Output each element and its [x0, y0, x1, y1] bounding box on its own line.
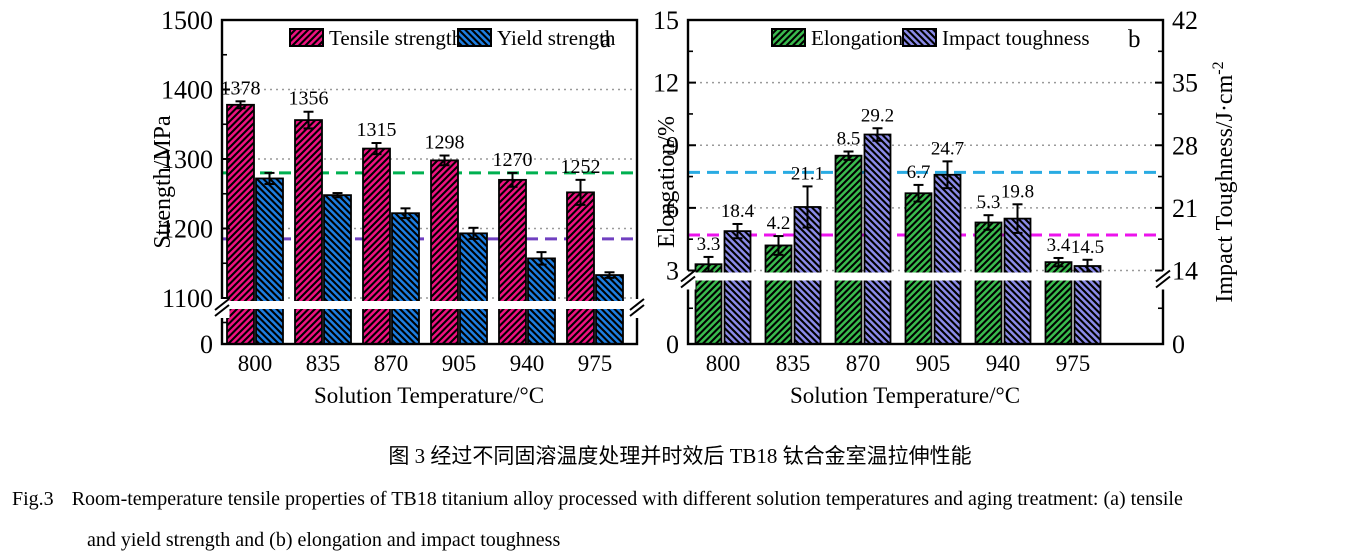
svg-text:905: 905	[442, 351, 477, 376]
svg-text:28: 28	[1172, 131, 1198, 160]
caption-english-line2: and yield strength and (b) elongation an…	[87, 529, 561, 551]
bars-impact-toughness: 18.4 21.1 29.2 24.7 19.8 14.5	[721, 105, 1104, 345]
svg-text:1100: 1100	[162, 284, 213, 313]
plot-border	[686, 18, 1165, 346]
value-label: 6.7	[907, 162, 931, 183]
value-label: 8.5	[837, 129, 861, 150]
value-label: 1378	[221, 77, 261, 99]
y-axis-title-left: Elongation/%	[654, 116, 680, 248]
svg-text:21: 21	[1172, 194, 1198, 223]
svg-text:3: 3	[666, 257, 679, 286]
caption-figure-label: Fig.3	[12, 488, 54, 510]
chart-b: 3.3 4.2 8.5 6.7 5.3 3.4 18.4 21.1 29.2 24.7 19.8 14…	[653, 6, 1238, 408]
caption-english-line1: Fig.3 Room-temperature tensile properties…	[12, 487, 1183, 512]
svg-text:6: 6	[666, 194, 679, 223]
svg-text:1500: 1500	[161, 6, 213, 35]
legend-swatch-tensile-strength	[289, 28, 324, 47]
svg-text:835: 835	[306, 351, 341, 376]
svg-text:9: 9	[666, 131, 679, 160]
legend-swatch-elongation	[771, 28, 806, 47]
svg-text:835: 835	[776, 351, 811, 376]
x-axis-title: Solution Temperature/°C	[790, 383, 1020, 408]
svg-text:35: 35	[1172, 69, 1198, 98]
x-axis-title: Solution Temperature/°C	[314, 383, 544, 408]
value-label: 1315	[357, 119, 397, 141]
legend-swatch-impact-toughness	[902, 28, 937, 47]
caption-chinese: 图 3 经过不同固溶温度处理并时效后 TB18 钛合金室温拉伸性能	[388, 444, 972, 468]
legend-label-tensile-strength: Tensile strength	[329, 26, 463, 50]
svg-text:905: 905	[916, 351, 951, 376]
value-label: 3.4	[1047, 235, 1071, 256]
value-label: 29.2	[861, 105, 894, 126]
axis-break-band	[689, 272, 1162, 281]
svg-text:870: 870	[846, 351, 881, 376]
svg-text:800: 800	[706, 351, 741, 376]
value-label: 4.2	[767, 213, 791, 234]
axis-ticks: 0 3 6 9 12 15 0 14 21 28 35 42	[653, 6, 1198, 359]
value-label: 1270	[493, 149, 533, 171]
value-label: 1298	[425, 132, 465, 154]
value-label: 18.4	[721, 201, 755, 222]
legend-label-impact-toughness: Impact toughness	[942, 26, 1090, 50]
svg-text:0: 0	[666, 330, 679, 359]
plot-border	[220, 18, 639, 346]
svg-text:15: 15	[653, 6, 679, 35]
axis-labels: 800 835 870 905 940 975 Solution Temperature/°…	[654, 61, 1238, 408]
legend-swatch-yield-strength	[457, 28, 492, 47]
chart-a: 1378 1356 1315 1298 1270 1252 0 1100 1200 1300 140…	[150, 6, 645, 408]
legend-label-yield-strength: Yield strength	[497, 26, 616, 50]
value-label: 19.8	[1001, 181, 1034, 202]
value-label: 3.3	[697, 234, 721, 255]
legend: Elongation Impact toughness	[771, 26, 1090, 50]
svg-text:12: 12	[653, 69, 679, 98]
y-axis-title-left: Strength/MPa	[150, 115, 176, 249]
svg-text:940: 940	[510, 351, 545, 376]
value-label: 21.1	[791, 163, 824, 184]
panel-label-b: b	[1128, 26, 1141, 53]
legend-label-elongation: Elongation	[811, 26, 904, 50]
svg-text:870: 870	[374, 351, 409, 376]
value-label: 1356	[289, 88, 329, 110]
value-label: 14.5	[1071, 237, 1104, 258]
y-axis-title-right: Impact Toughness/J·cm-2	[1210, 61, 1238, 302]
value-label: 1252	[561, 156, 601, 178]
svg-text:14: 14	[1172, 257, 1198, 286]
svg-text:42: 42	[1172, 6, 1198, 35]
axis-break-mark	[629, 298, 645, 318]
axis-labels: 800 835 870 905 940 975 Solution Temperature/°…	[150, 115, 612, 408]
axis-break-mark	[214, 298, 230, 318]
panel-label-a: a	[600, 26, 611, 53]
svg-text:975: 975	[578, 351, 613, 376]
svg-text:1200: 1200	[161, 215, 213, 244]
svg-text:1300: 1300	[161, 145, 213, 174]
value-label: 24.7	[931, 138, 964, 159]
legend: Tensile strength Yield strength	[289, 26, 616, 50]
svg-text:975: 975	[1056, 351, 1091, 376]
axis-break-band	[223, 301, 636, 309]
bars-yield-strength	[255, 171, 624, 345]
svg-text:0: 0	[1172, 330, 1185, 359]
axis-ticks: 0 1100 1200 1300 1400 1500	[161, 6, 230, 359]
svg-text:1400: 1400	[161, 76, 213, 105]
svg-text:0: 0	[200, 330, 213, 359]
axis-break-mark	[1155, 269, 1171, 290]
svg-text:800: 800	[238, 351, 273, 376]
caption-english-text1: Room-temperature tensile properties of T…	[71, 488, 1183, 510]
bars-elongation: 3.3 4.2 8.5 6.7 5.3 3.4	[694, 129, 1073, 345]
svg-text:940: 940	[986, 351, 1021, 376]
value-label: 5.3	[977, 192, 1001, 213]
axis-break-mark	[680, 269, 696, 290]
